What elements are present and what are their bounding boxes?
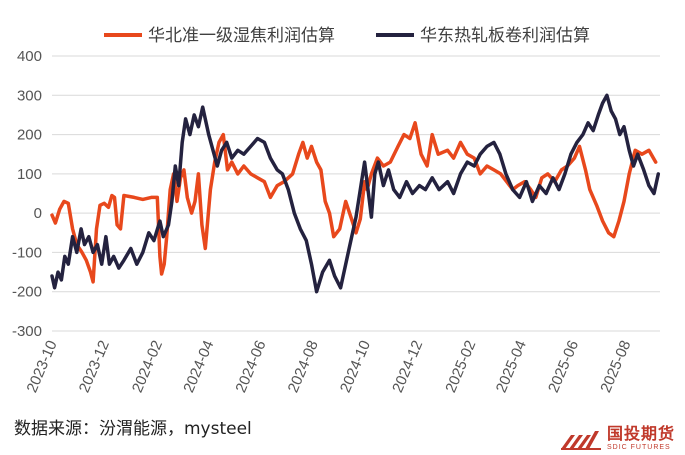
y-tick-label: 100 <box>17 166 42 183</box>
x-tick-label: 2024-08 <box>285 338 322 395</box>
y-tick-label: 300 <box>17 87 42 104</box>
source-note: 数据来源：汾渭能源，mysteel <box>14 419 252 439</box>
y-gridlines <box>52 55 660 332</box>
y-tick-label: -100 <box>12 244 42 261</box>
sdic-logo: 国投期货 SDIC FUTURES <box>559 420 675 451</box>
legend-label: 华北准一级湿焦利润估算 <box>148 26 335 46</box>
series-lines <box>50 93 661 294</box>
series-line-2 <box>50 93 661 294</box>
series-line-1 <box>50 121 658 284</box>
sdic-logo-icon <box>560 430 601 450</box>
y-tick-label: 0 <box>34 205 42 222</box>
logo-text-cn: 国投期货 <box>606 424 675 443</box>
x-tick-label: 2024-06 <box>232 338 269 395</box>
y-tick-label: -300 <box>12 323 42 340</box>
y-tick-label: 200 <box>17 127 42 144</box>
x-tick-label: 2024-10 <box>337 338 374 395</box>
x-tick-label: 2025-06 <box>545 338 582 395</box>
x-tick-label: 2025-08 <box>597 338 634 395</box>
y-axis: 400 300 200 100 0 -100 -200 -300 <box>12 48 42 340</box>
x-tick-label: 2025-02 <box>442 338 479 395</box>
y-tick-label: 400 <box>17 48 42 65</box>
legend: 华北准一级湿焦利润估算 华东热轧板卷利润估算 <box>104 26 590 46</box>
x-axis: 2023-10 2023-12 2024-02 2024-04 2024-06 2024-… <box>24 338 635 395</box>
y-tick-label: -200 <box>12 284 42 301</box>
logo-text-en: SDIC FUTURES <box>606 444 671 451</box>
x-tick-label: 2023-10 <box>24 338 61 395</box>
x-tick-label: 2025-04 <box>493 338 530 395</box>
x-tick-label: 2024-12 <box>389 338 426 395</box>
x-tick-label: 2024-04 <box>180 338 217 395</box>
x-tick-label: 2023-12 <box>76 338 113 395</box>
legend-label: 华东热轧板卷利润估算 <box>420 26 590 46</box>
x-tick-label: 2024-02 <box>129 338 166 395</box>
